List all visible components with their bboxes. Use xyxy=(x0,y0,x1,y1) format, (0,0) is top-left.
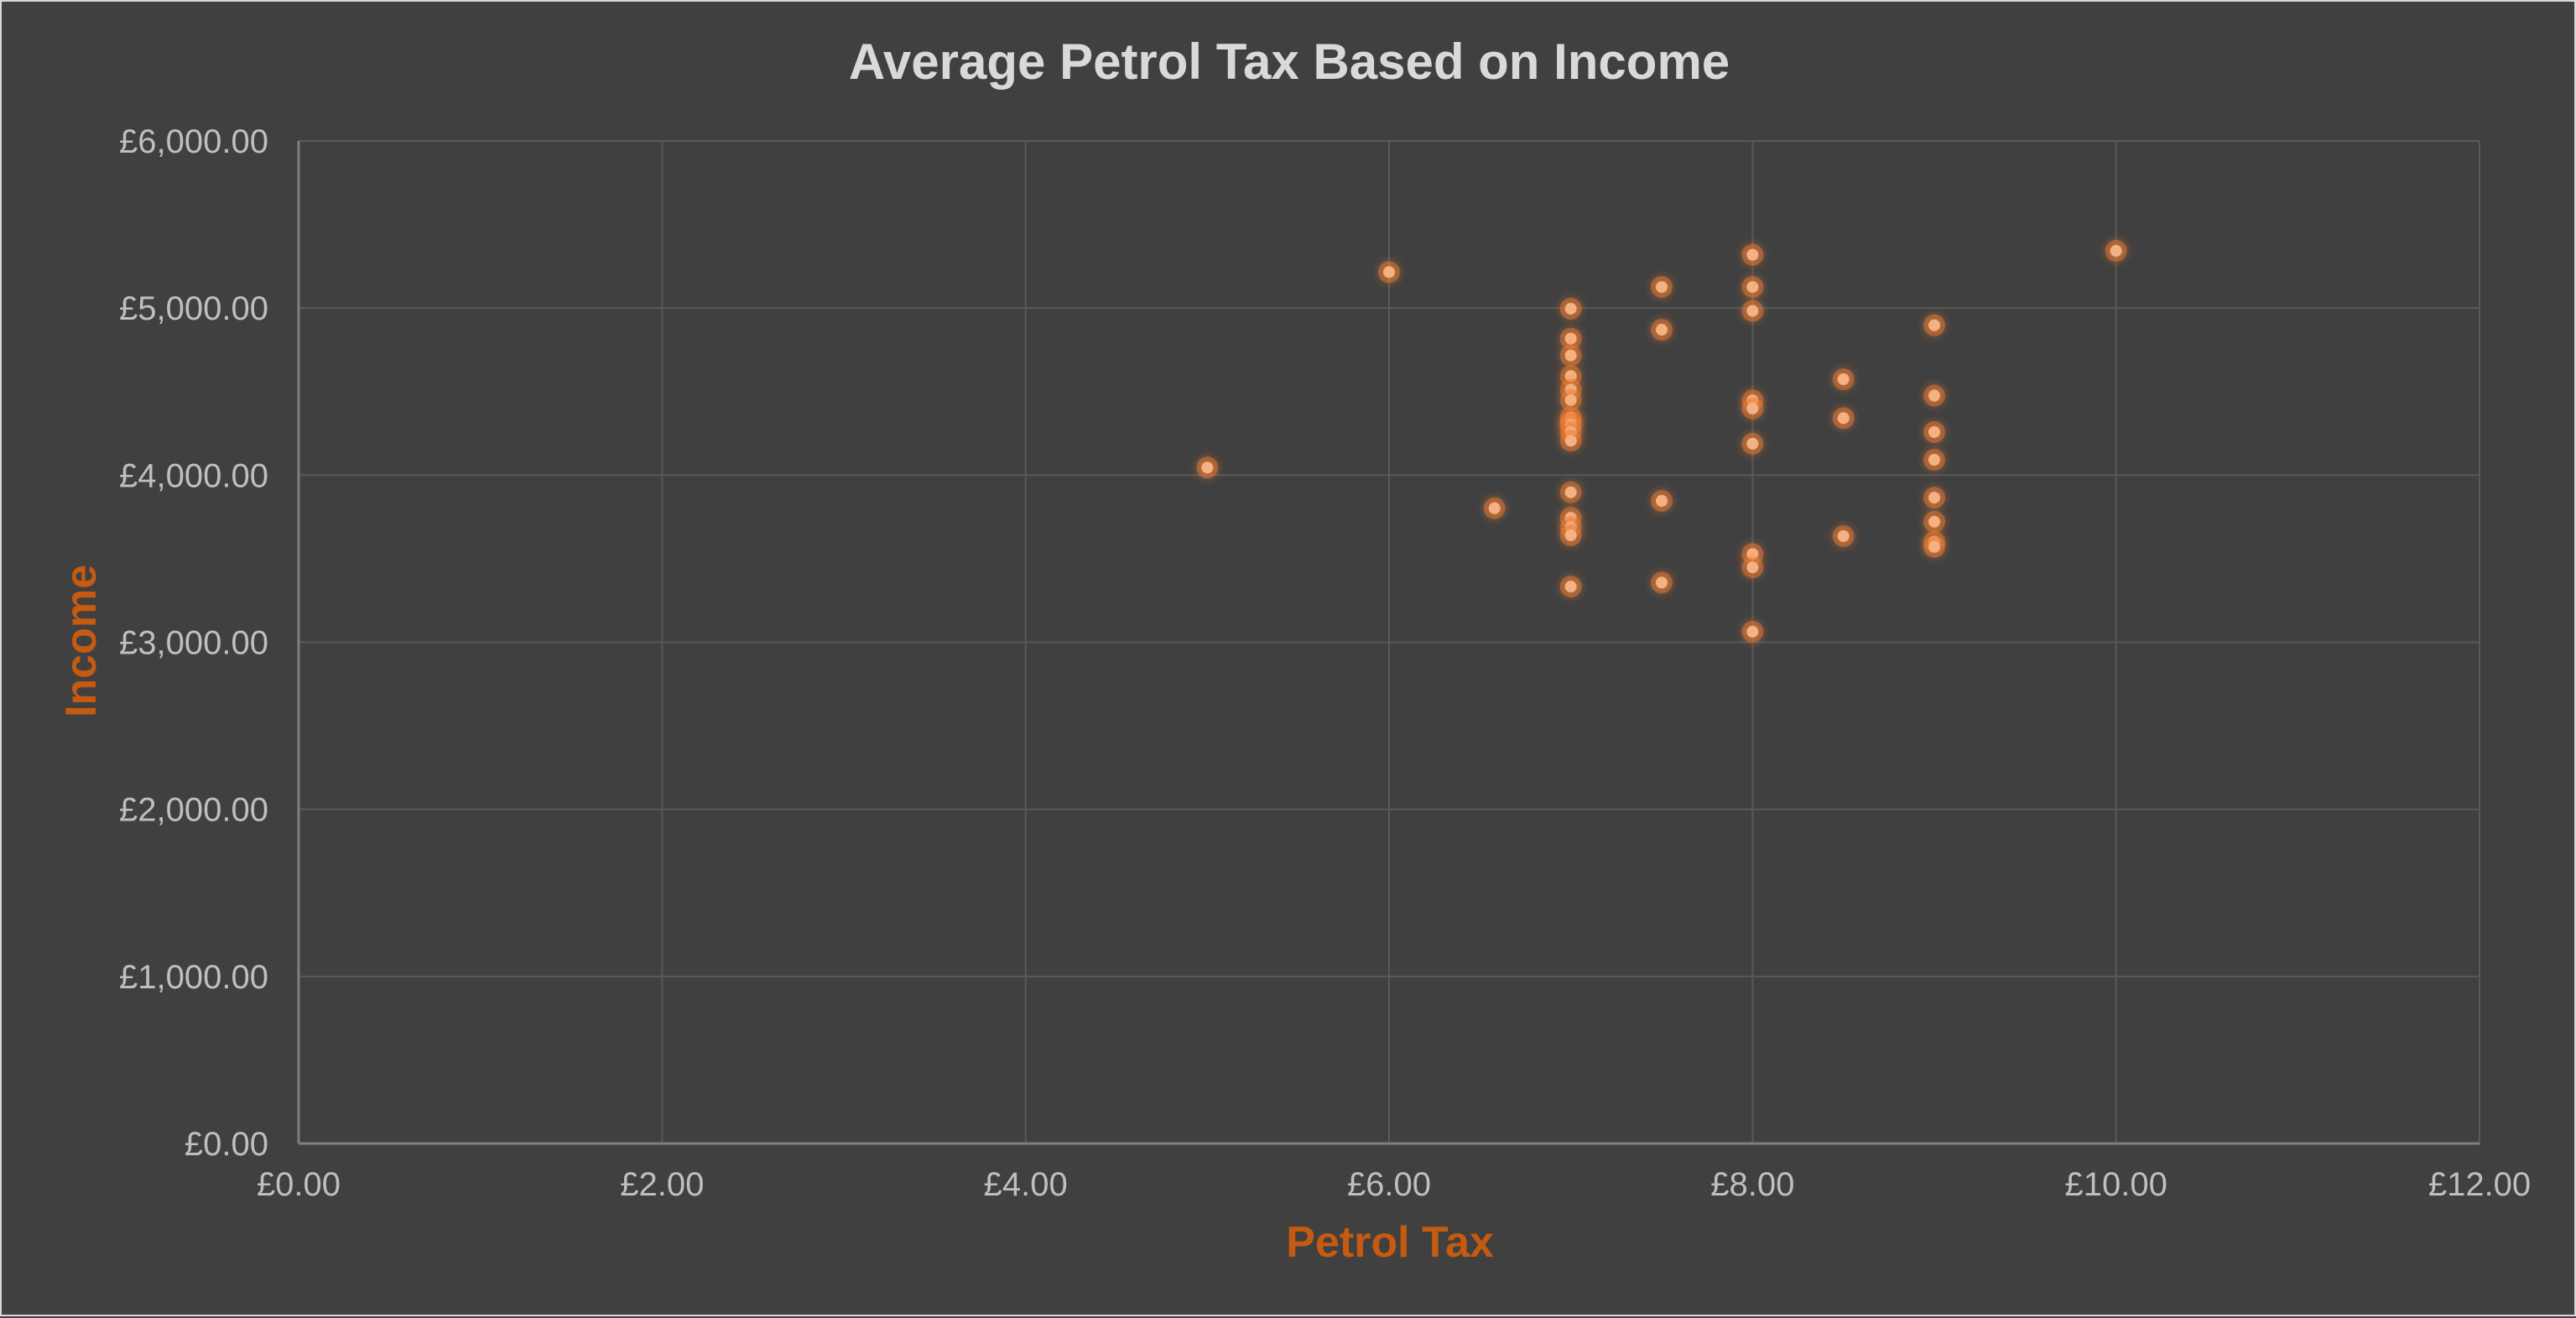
data-point xyxy=(1383,266,1395,279)
data-point xyxy=(1656,281,1668,294)
axes xyxy=(297,141,2480,1145)
data-point xyxy=(1564,581,1577,593)
data-point xyxy=(1564,393,1577,406)
x-tick-label: £6.00 xyxy=(1347,1166,1431,1203)
data-point xyxy=(1928,454,1940,466)
x-tick-labels: £0.00 £2.00 £4.00 £6.00 £8.00 £10.00 £12.00 xyxy=(257,1166,2531,1203)
gridlines xyxy=(299,140,2480,1143)
data-point xyxy=(1746,248,1759,261)
data-point xyxy=(1746,305,1759,317)
y-axis-title: Income xyxy=(57,565,106,717)
data-point xyxy=(1928,389,1940,402)
y-tick-label: £5,000.00 xyxy=(119,290,268,327)
data-point xyxy=(1928,319,1940,331)
data-point xyxy=(1837,412,1850,425)
data-point xyxy=(1837,373,1850,386)
data-point xyxy=(1746,437,1759,450)
x-tick-label: £10.00 xyxy=(2064,1166,2167,1203)
x-tick-label: £8.00 xyxy=(1710,1166,1794,1203)
data-point xyxy=(1928,515,1940,528)
y-tick-label: £4,000.00 xyxy=(119,457,268,494)
x-tick-label: £4.00 xyxy=(984,1166,1068,1203)
data-point xyxy=(1564,302,1577,315)
data-point xyxy=(1837,530,1850,543)
x-tick-label: £2.00 xyxy=(620,1166,704,1203)
data-point xyxy=(1928,425,1940,438)
y-tick-label: £0.00 xyxy=(185,1126,268,1163)
chart-title: Average Petrol Tax Based on Income xyxy=(849,34,1730,90)
data-point xyxy=(1746,281,1759,294)
data-point xyxy=(1656,324,1668,336)
data-point xyxy=(1564,435,1577,447)
data-point xyxy=(1564,349,1577,362)
data-point xyxy=(1928,540,1940,553)
y-tick-label: £3,000.00 xyxy=(119,625,268,662)
y-tick-label: £2,000.00 xyxy=(119,792,268,829)
data-points xyxy=(1196,240,2127,643)
data-point xyxy=(1564,486,1577,498)
data-point xyxy=(1656,495,1668,508)
x-tick-label: £12.00 xyxy=(2428,1166,2531,1203)
data-point xyxy=(1564,332,1577,345)
y-tick-label: £6,000.00 xyxy=(119,123,268,160)
data-point xyxy=(1564,529,1577,542)
data-point xyxy=(1564,370,1577,383)
data-point xyxy=(1746,625,1759,638)
x-axis-title: Petrol Tax xyxy=(1286,1218,1494,1267)
y-tick-label: £1,000.00 xyxy=(119,959,268,996)
data-point xyxy=(1746,402,1759,414)
data-point xyxy=(1488,502,1501,514)
data-point xyxy=(1928,492,1940,504)
data-point xyxy=(1656,576,1668,589)
y-tick-labels: £0.00 £1,000.00 £2,000.00 £3,000.00 £4,000.0… xyxy=(119,123,268,1163)
x-tick-label: £0.00 xyxy=(257,1166,341,1203)
data-point xyxy=(1746,561,1759,574)
data-point xyxy=(1201,461,1214,474)
data-point xyxy=(2110,245,2122,258)
